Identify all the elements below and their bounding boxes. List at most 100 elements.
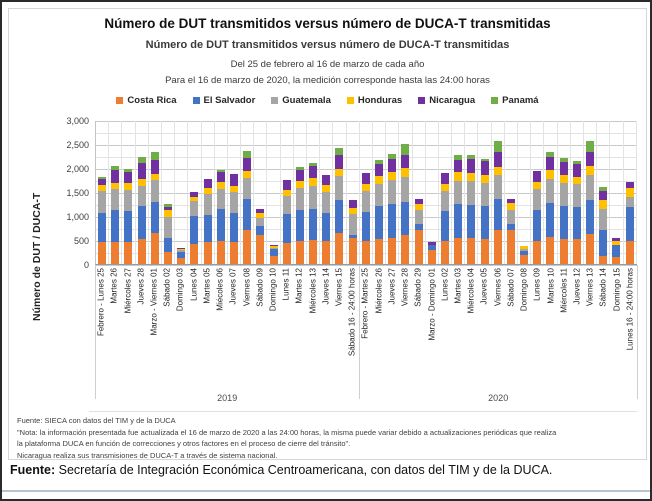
stacked-bar (243, 151, 252, 264)
bar-segment-nicaragua (150, 159, 159, 174)
bar-segment-honduras (599, 199, 608, 210)
bar-slot (399, 121, 413, 264)
x-tick-slot: Viernes 15 (333, 265, 346, 397)
bar-segment-el-salvador (493, 199, 502, 231)
bar-slot (505, 121, 518, 264)
bar-segment-panamá (111, 165, 120, 171)
bar-segment-el-salvador (375, 206, 384, 239)
x-tick-slot: Sábado 07 (505, 265, 518, 397)
x-tick-slot: Martes 05 (201, 265, 214, 397)
bar-segment-el-salvador (335, 200, 344, 233)
bar-segment-el-salvador (243, 198, 252, 231)
bar-segment-honduras (388, 171, 397, 181)
legend-swatch (346, 97, 354, 104)
stacked-bar (454, 154, 463, 264)
bar-segment-honduras (520, 245, 529, 250)
stacked-bar (599, 186, 608, 264)
bar-segment-costa-rica (295, 241, 304, 264)
stacked-bar (164, 204, 173, 264)
bar-segment-costa-rica (309, 240, 318, 264)
stacked-bar (546, 151, 555, 264)
x-tick-slot: Martes 12 (293, 265, 306, 397)
bar-segment-guatemala (322, 192, 331, 213)
bar-segment-panamá (216, 169, 225, 173)
bar-segment-el-salvador (229, 213, 238, 242)
bar-segment-costa-rica (612, 256, 621, 264)
chart-title: Número de DUT transmitidos versus número… (104, 16, 551, 31)
bar-segment-guatemala (137, 186, 146, 206)
x-tick-label: Jueves 14 (321, 268, 331, 305)
x-axis-area: Febrero - Lunes 25 Martes 26 Miércoles 27 J… (95, 265, 637, 397)
bar-segment-guatemala (177, 250, 186, 252)
stacked-bar (269, 245, 278, 264)
bar-segment-nicaragua (137, 163, 146, 179)
bar-slot (149, 121, 162, 264)
x-tick-slot: Domingo 08 (518, 265, 531, 397)
caption: Fuente: Secretaría de Integración Económ… (10, 463, 650, 477)
bar-segment-honduras (124, 183, 133, 191)
bar-segment-costa-rica (559, 238, 568, 264)
x-tick-label: Miércoles 04 (466, 268, 476, 314)
bar-segment-el-salvador (282, 214, 291, 243)
bar-slot (254, 121, 268, 264)
x-tick-slot: Domingo 03 (174, 265, 187, 397)
bar-segment-costa-rica (440, 241, 449, 264)
stacked-bar (348, 200, 357, 264)
bar-segment-el-salvador (256, 225, 265, 236)
x-tick-slot: Sábado 16 - 24:00 horas (346, 265, 359, 397)
stacked-bar (229, 174, 238, 264)
stacked-bar (282, 180, 291, 264)
bar-segment-costa-rica (533, 240, 542, 264)
group-separator (637, 265, 638, 399)
bar-segment-nicaragua (454, 159, 463, 173)
bar-segment-honduras (111, 182, 120, 190)
bar-segment-guatemala (124, 190, 133, 212)
bar-segment-guatemala (493, 175, 502, 200)
bar-segment-costa-rica (282, 242, 291, 264)
bar-segment-nicaragua (322, 175, 331, 186)
bar-segment-honduras (216, 182, 225, 190)
bar-segment-costa-rica (586, 234, 595, 264)
legend-item: Nicaragua (418, 95, 475, 106)
stacked-bar (467, 155, 476, 264)
bar-segment-panamá (467, 155, 476, 159)
bar-segment-guatemala (520, 249, 529, 252)
y-tick-label: 2,500 (66, 140, 89, 150)
stacked-bar (572, 160, 581, 264)
legend-label: Panamá (502, 95, 539, 106)
bar-slot (202, 121, 215, 264)
bar-segment-guatemala (150, 180, 159, 202)
legend-swatch (192, 97, 200, 104)
bar-segment-honduras (375, 176, 384, 184)
x-tick-label: Martes 26 (109, 268, 119, 304)
bar-segment-honduras (322, 185, 331, 193)
legend-item: Panamá (491, 95, 539, 106)
bar-segment-el-salvador (427, 245, 436, 251)
bar-segment-nicaragua (467, 158, 476, 173)
group-separator (95, 265, 96, 399)
bar-segment-el-salvador (572, 206, 581, 239)
bar-slot (267, 121, 281, 264)
stacked-bar (98, 176, 107, 264)
bar-slot (571, 121, 584, 264)
caption-text: Secretaría de Integración Económica Cent… (55, 463, 553, 477)
bar-segment-costa-rica (546, 237, 555, 264)
bar-segment-guatemala (546, 178, 555, 203)
bar-segment-el-salvador (190, 216, 199, 244)
stacked-bar (520, 245, 529, 264)
bar-segment-nicaragua (164, 206, 173, 211)
bar-segment-costa-rica (493, 230, 502, 264)
stacked-bar (309, 162, 318, 264)
x-tick-slot: Viernes 28 (399, 265, 412, 397)
legend-swatch (491, 97, 499, 104)
stacked-bar (533, 170, 542, 264)
axis-bottom-rule (89, 411, 637, 412)
note-line-2: la plataforma DUCA en función de correcc… (17, 439, 351, 448)
bar-segment-honduras (98, 185, 107, 192)
x-tick-label: Martes 12 (294, 268, 304, 304)
stacked-bar (111, 165, 120, 264)
bar-segment-guatemala (533, 189, 542, 210)
chart-image: Número de DUT transmitidos versus número… (8, 8, 647, 460)
note-line-1: "Nota: la información presentada fue act… (17, 427, 557, 437)
x-tick-label: Viernes 15 (334, 268, 344, 307)
